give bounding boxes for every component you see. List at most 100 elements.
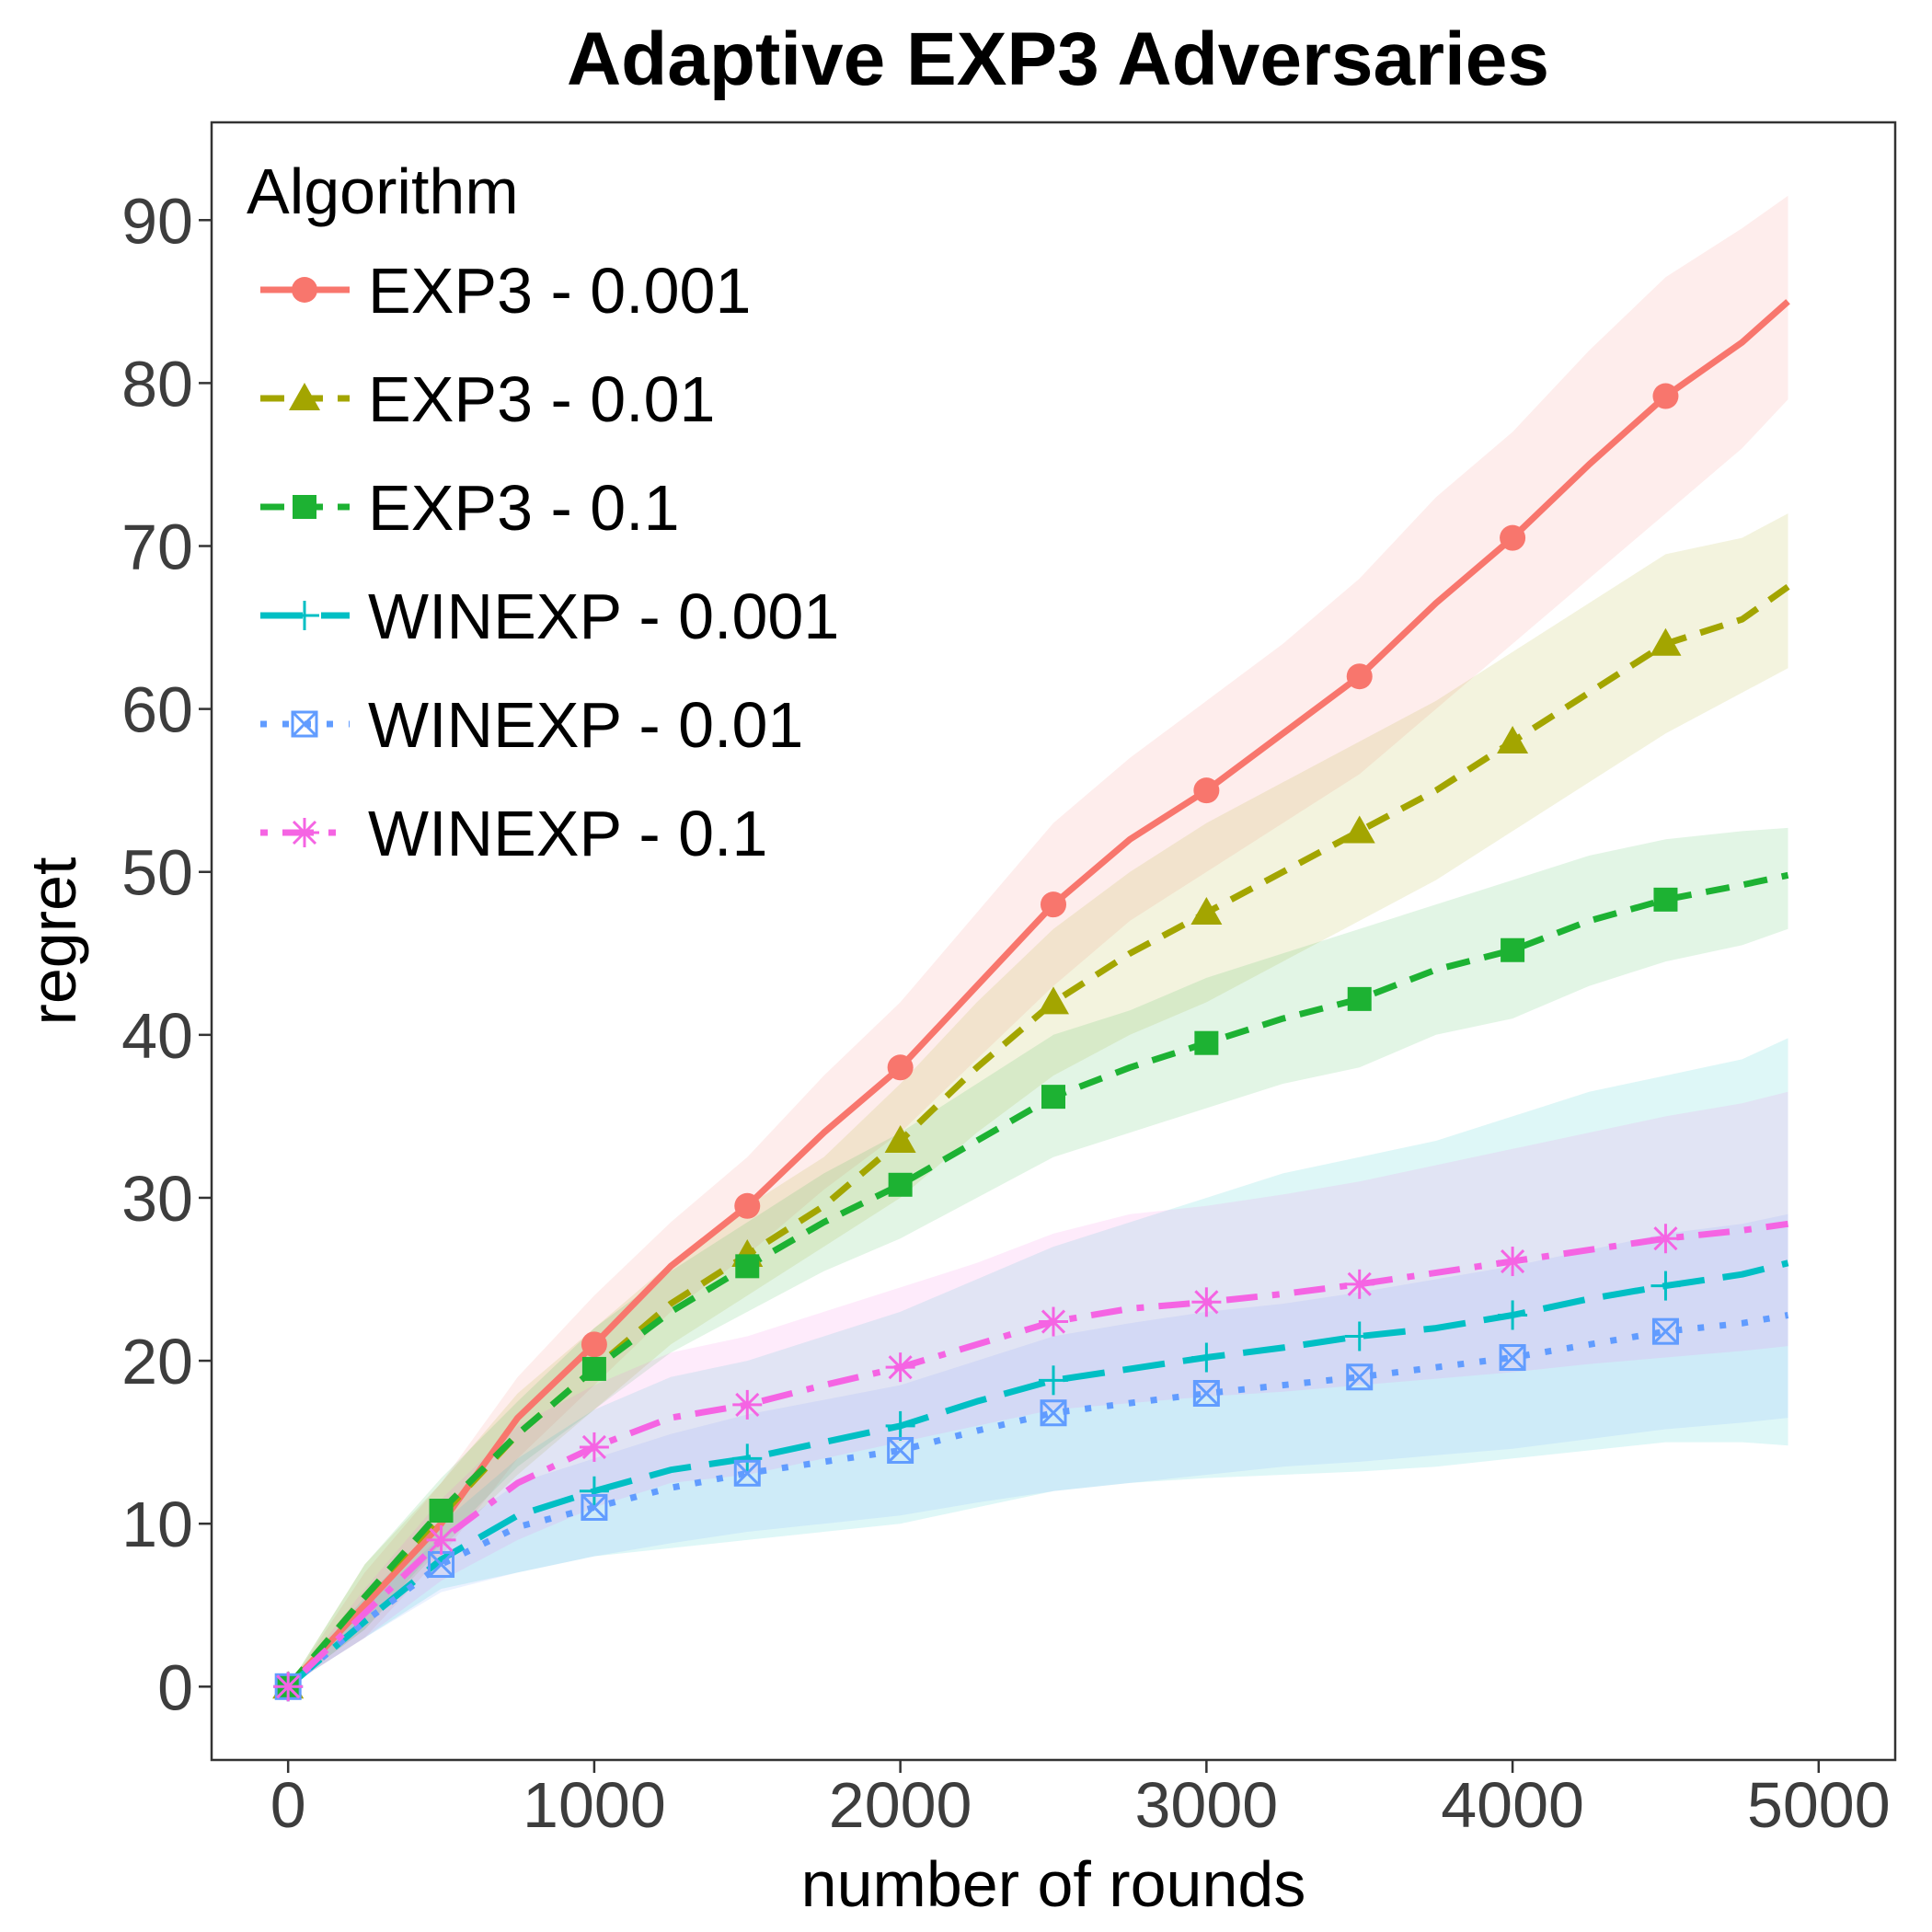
legend-item-exp3-0-01: EXP3 - 0.01: [260, 363, 715, 435]
point-exp3-0-01-3500: [1343, 815, 1375, 844]
y-tick-label-50: 50: [121, 837, 193, 909]
point-winexp-0-01-1000: [581, 1493, 608, 1521]
x-tick-label-2000: 2000: [829, 1769, 972, 1841]
point-winexp-0-1-3500: [1344, 1269, 1374, 1299]
point-winexp-0-01-1500: [733, 1459, 761, 1487]
point-winexp-0-001-2000: [885, 1410, 915, 1441]
legend-key-marker: [289, 383, 320, 410]
y-tick-label-60: 60: [121, 674, 193, 746]
point-winexp-0-001-3500: [1344, 1321, 1374, 1351]
point-exp3-0-1-500: [429, 1499, 454, 1524]
band-winexp-0-1: [288, 1091, 1788, 1687]
legend-label: EXP3 - 0.01: [368, 363, 715, 435]
x-axis: 0 1000 2000 3000 4000 5000: [270, 1760, 1891, 1841]
band-exp3-0-01: [288, 513, 1788, 1687]
legend-title: Algorithm: [247, 155, 519, 227]
legend-key-marker: [290, 818, 319, 847]
y-axis-title: regret: [17, 857, 89, 1026]
legend-item-winexp-0-01: WINEXP - 0.01: [260, 689, 803, 761]
point-exp3-0-001-1500: [734, 1192, 761, 1219]
point-exp3-0-1-1000: [581, 1356, 606, 1381]
chart-title: Adaptive EXP3 Adversaries: [567, 17, 1549, 101]
point-exp3-0-001-2500: [1041, 891, 1066, 918]
point-exp3-0-001-3500: [1346, 663, 1373, 690]
y-axis: 0 10 20 30 40 50 60 70 80 90: [121, 185, 212, 1723]
point-exp3-0-01-2000: [884, 1124, 916, 1153]
y-tick-label-30: 30: [121, 1163, 193, 1235]
legend-item-exp3-0-001: EXP3 - 0.001: [260, 255, 751, 327]
point-exp3-0-1-2500: [1041, 1085, 1065, 1110]
plot-panel-border: [210, 121, 1897, 1762]
x-tick-label-1000: 1000: [523, 1769, 666, 1841]
point-winexp-0-1-500: [426, 1524, 456, 1555]
point-winexp-0-1-4500: [1650, 1224, 1681, 1254]
point-winexp-0-01-2000: [887, 1436, 914, 1464]
legend-label: WINEXP - 0.01: [368, 689, 803, 761]
point-winexp-0-1-1500: [732, 1389, 763, 1420]
point-exp3-0-001-2000: [887, 1054, 914, 1081]
legend-key-marker: [293, 495, 316, 519]
y-tick-label-90: 90: [121, 185, 193, 257]
point-winexp-0-001-4500: [1650, 1271, 1681, 1301]
point-exp3-0-01-3000: [1190, 897, 1223, 926]
x-tick-label-4000: 4000: [1441, 1769, 1584, 1841]
point-exp3-0-001-4500: [1652, 383, 1679, 409]
point-winexp-0-1-4000: [1498, 1247, 1528, 1277]
point-exp3-0-1-3000: [1194, 1030, 1219, 1055]
point-winexp-0-001-1000: [579, 1476, 609, 1506]
band-exp3-0-1: [288, 827, 1788, 1687]
point-exp3-0-001-4000: [1500, 524, 1526, 551]
point-winexp-0-01-4000: [1499, 1344, 1526, 1372]
y-tick-label-70: 70: [121, 511, 193, 582]
point-exp3-0-001-3000: [1193, 777, 1220, 804]
confidence-bands: [288, 195, 1788, 1687]
point-exp3-0-1-2000: [888, 1172, 913, 1197]
band-winexp-0-01: [288, 1213, 1788, 1687]
point-exp3-0-1-4500: [1653, 887, 1678, 912]
point-exp3-0-1-3500: [1347, 986, 1372, 1011]
legend-key-marker: [292, 277, 317, 303]
y-tick-label-10: 10: [121, 1489, 193, 1560]
point-winexp-0-1-2000: [885, 1352, 915, 1383]
series-markers: [272, 383, 1682, 1702]
legend-item-exp3-0-1: EXP3 - 0.1: [260, 472, 680, 544]
legend-key-marker: [291, 710, 318, 738]
legend-item-winexp-0-001: WINEXP - 0.001: [260, 581, 839, 652]
legend-key-marker: [290, 601, 319, 630]
point-winexp-0-1-0: [273, 1672, 304, 1702]
point-winexp-0-01-2500: [1040, 1399, 1067, 1427]
point-exp3-0-01-4000: [1497, 726, 1529, 754]
legend-label: WINEXP - 0.1: [368, 798, 767, 869]
y-tick-label-40: 40: [121, 1000, 193, 1072]
point-exp3-0-1-4000: [1501, 937, 1525, 962]
point-winexp-0-1-2500: [1039, 1306, 1068, 1337]
x-tick-label-3000: 3000: [1134, 1769, 1278, 1841]
point-exp3-0-001-1000: [581, 1331, 607, 1358]
point-exp3-0-01-2500: [1038, 986, 1069, 1015]
y-tick-label-80: 80: [121, 348, 193, 420]
band-winexp-0-001: [288, 1038, 1788, 1687]
y-tick-label-0: 0: [157, 1651, 193, 1723]
point-exp3-0-1-1500: [735, 1254, 760, 1279]
legend-label: EXP3 - 0.1: [368, 472, 680, 544]
point-winexp-0-01-4500: [1651, 1317, 1679, 1345]
y-tick-label-20: 20: [121, 1326, 193, 1397]
x-tick-label-5000: 5000: [1747, 1769, 1891, 1841]
legend-item-winexp-0-1: WINEXP - 0.1: [260, 798, 767, 869]
legend: Algorithm EXP3 - 0.001 EXP3 - 0.01 EXP3 - …: [247, 155, 839, 869]
point-winexp-0-01-3500: [1346, 1363, 1374, 1391]
x-axis-title: number of rounds: [801, 1848, 1306, 1920]
point-winexp-0-1-3000: [1191, 1287, 1222, 1317]
point-exp3-0-01-4500: [1650, 627, 1682, 656]
point-winexp-0-001-4000: [1498, 1300, 1528, 1330]
legend-label: EXP3 - 0.001: [368, 255, 751, 327]
x-tick-label-0: 0: [270, 1769, 306, 1841]
legend-label: WINEXP - 0.001: [368, 581, 839, 652]
band-exp3-0-001: [288, 195, 1788, 1687]
point-winexp-0-01-3000: [1192, 1379, 1220, 1407]
point-winexp-0-001-2500: [1039, 1365, 1068, 1396]
point-winexp-0-1-1000: [579, 1432, 609, 1462]
point-winexp-0-001-1500: [732, 1443, 763, 1474]
line-winexp-0-001: [285, 1259, 1789, 1689]
